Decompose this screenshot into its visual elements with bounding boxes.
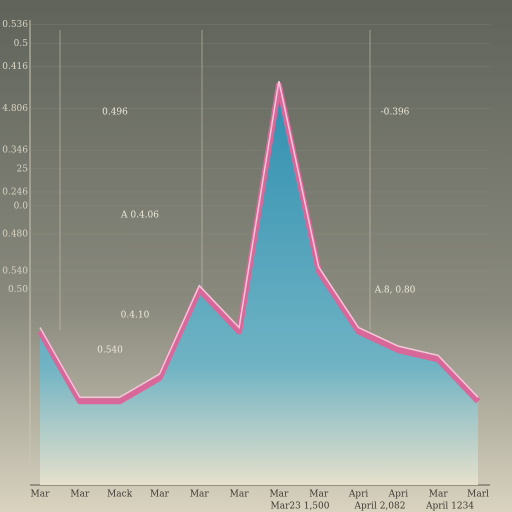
x-tick-label: Mar (429, 490, 449, 500)
x-tick-label: Mar (190, 490, 210, 500)
y-tick-label: 0.0 (14, 202, 29, 212)
x-tick-label: Mar (31, 490, 51, 500)
y-tick-label: 0.246 (2, 188, 28, 198)
y-tick-label: 25 (17, 164, 29, 174)
y-tick-label: 0.540 (2, 267, 28, 277)
x-tick-label: Mar (269, 490, 289, 500)
annotation: 0.496 (102, 108, 128, 118)
y-tick-label: 0.536 (2, 20, 28, 30)
y-tick-label: 0.416 (2, 62, 28, 72)
x-tick-label: Apri (388, 490, 409, 500)
annotation: 0.4.10 (121, 311, 150, 321)
annotation: -0.396 (381, 108, 410, 118)
x-tick-label: Mar (150, 490, 170, 500)
x-tick-label: Mar (230, 490, 250, 500)
y-tick-label: 4.806 (2, 104, 28, 114)
y-tick-label: 0.346 (2, 146, 28, 156)
line-highlight (39, 80, 479, 399)
y-tick-label: 0.5 (14, 39, 29, 49)
x-tick-label: Mar (309, 490, 329, 500)
y-tick-label: 0.50 (8, 285, 28, 295)
annotation: 0.540 (97, 346, 123, 356)
annotation: A.8, 0.80 (374, 286, 416, 296)
footer-label: April 1234 (425, 502, 474, 512)
footer-label: Mar23 1,500 (271, 502, 330, 512)
y-tick-label: 0.480 (2, 229, 28, 239)
x-tick-label: Marl (467, 490, 489, 500)
x-tick-label: Apri (348, 490, 369, 500)
x-tick-label: Mar (70, 490, 90, 500)
footer-label: April 2,082 (354, 502, 406, 512)
x-tick-label: Mack (107, 490, 133, 500)
annotation: A 0.4.06 (120, 211, 159, 221)
